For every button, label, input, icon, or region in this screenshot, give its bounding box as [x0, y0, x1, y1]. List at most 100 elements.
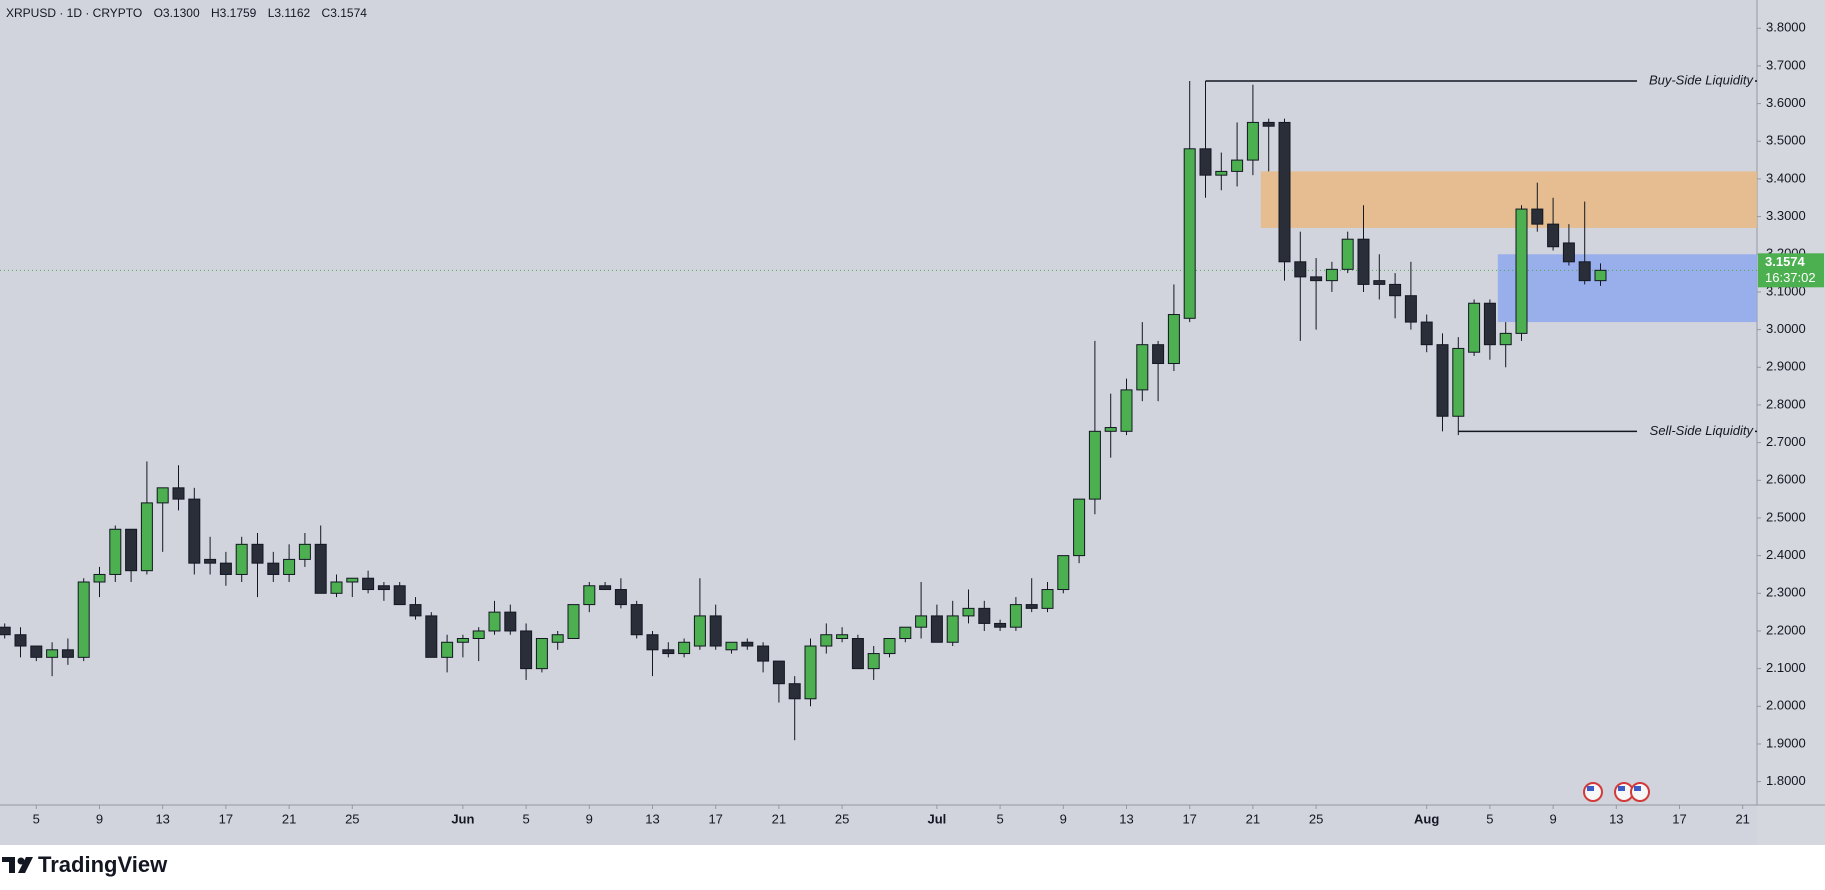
candle-body [1183, 148, 1196, 319]
candle-body [441, 641, 454, 658]
candle-body [109, 528, 122, 575]
candle-body [1025, 604, 1038, 609]
candle-body [1420, 321, 1433, 346]
candle-body [30, 645, 43, 658]
candle-body [1231, 159, 1244, 172]
x-tick-label: 13 [645, 811, 659, 826]
candle-body [393, 585, 406, 606]
candle-body [1057, 555, 1070, 591]
candle-body [314, 543, 327, 594]
x-tick-label: 17 [1672, 811, 1686, 826]
candle-body [298, 543, 311, 560]
candle-body [772, 660, 785, 685]
candle-body [520, 630, 533, 670]
y-tick-label: 3.7000 [1766, 57, 1806, 72]
y-tick-label: 3.4000 [1766, 170, 1806, 185]
y-tick-label: 1.9000 [1766, 735, 1806, 750]
x-tick-label: 17 [708, 811, 722, 826]
candle-body [0, 626, 11, 636]
y-tick-label: 2.0000 [1766, 698, 1806, 713]
x-tick-label: Jun [451, 811, 474, 826]
candle-body [567, 604, 580, 640]
event-icon[interactable] [1583, 782, 1603, 802]
candle-body [788, 683, 801, 700]
x-tick-label: 5 [522, 811, 529, 826]
event-icons [1583, 782, 1650, 802]
x-tick-label: 25 [1309, 811, 1323, 826]
countdown: 16:37:02 [1765, 270, 1816, 285]
x-tick-label: 9 [586, 811, 593, 826]
candle-body [1373, 280, 1386, 285]
ohlc-open: O3.1300 [153, 6, 200, 20]
y-tick-label: 2.1000 [1766, 660, 1806, 675]
candle-body [1262, 121, 1275, 127]
candle-body [946, 615, 959, 643]
candle-body [1136, 344, 1149, 391]
candle-body [1531, 208, 1544, 225]
candle-body [330, 581, 343, 594]
y-tick-label: 3.6000 [1766, 95, 1806, 110]
candle-body [978, 607, 991, 624]
candle-body [140, 502, 153, 572]
chart: 1.8000 1.9000 2.0000 2.1000 2.2000 2.3000 2.40… [0, 0, 1825, 845]
y-tick-label: 2.4000 [1766, 547, 1806, 562]
candle-body [1357, 238, 1370, 285]
layers: 1.8000 1.9000 2.0000 2.1000 2.2000 2.3000 2.40… [0, 20, 1824, 826]
candle-body [962, 607, 975, 617]
y-tick-label: 2.8000 [1766, 396, 1806, 411]
x-tick-label: 5 [996, 811, 1003, 826]
x-tick-label: 9 [1060, 811, 1067, 826]
x-tick-label: 21 [772, 811, 786, 826]
candle-body [156, 487, 169, 504]
x-tick-label: 13 [1119, 811, 1133, 826]
x-tick-label: 21 [1735, 811, 1749, 826]
brand-name: TradingView [38, 852, 168, 877]
candle-body [1167, 314, 1180, 365]
candle-body [14, 634, 27, 647]
candle-body [1215, 170, 1228, 176]
candle-body [1152, 344, 1165, 365]
label-bg [1637, 423, 1755, 440]
candle-body [188, 498, 201, 564]
candle-body [614, 589, 627, 606]
candle-body [1594, 269, 1607, 282]
candle-body [1041, 589, 1054, 609]
candle-body [346, 577, 359, 583]
candle-body [804, 645, 817, 700]
y-tick-label: 2.2000 [1766, 622, 1806, 637]
candle-body [219, 562, 232, 575]
x-tick-label: 25 [345, 811, 359, 826]
ohlc-low: L3.1162 [267, 6, 311, 20]
candle-body [1199, 148, 1212, 176]
candle-body [1452, 347, 1465, 417]
candle-body [930, 615, 943, 643]
candle-body [46, 649, 59, 658]
candle-body [1547, 223, 1560, 248]
candle-body [583, 585, 596, 606]
x-tick-label: 17 [219, 811, 233, 826]
last-price-box [1758, 253, 1824, 288]
candle-body [1341, 238, 1354, 270]
event-icon[interactable] [1630, 782, 1650, 802]
x-tick-label: 17 [1182, 811, 1196, 826]
zone [1260, 171, 1757, 228]
candle-body [456, 638, 469, 643]
x-tick-label: 13 [1609, 811, 1623, 826]
candle-body [693, 615, 706, 647]
candle-body [1483, 302, 1496, 346]
candle-body [251, 543, 264, 564]
candle-body [1294, 261, 1307, 278]
y-tick-label: 2.6000 [1766, 472, 1806, 487]
candle-body [93, 573, 106, 583]
candle-body [867, 653, 880, 670]
liquidity-label: Buy-Side Liquidity [1649, 72, 1755, 87]
candle-body [899, 626, 912, 640]
label-bg [1637, 72, 1755, 89]
candle-body [61, 649, 74, 658]
y-tick-label: 2.9000 [1766, 359, 1806, 374]
x-tick-label: Jul [928, 811, 947, 826]
last-price-label: 3.1574 [1765, 254, 1806, 269]
brand-logo [2, 857, 33, 873]
candle-body [1104, 427, 1117, 432]
